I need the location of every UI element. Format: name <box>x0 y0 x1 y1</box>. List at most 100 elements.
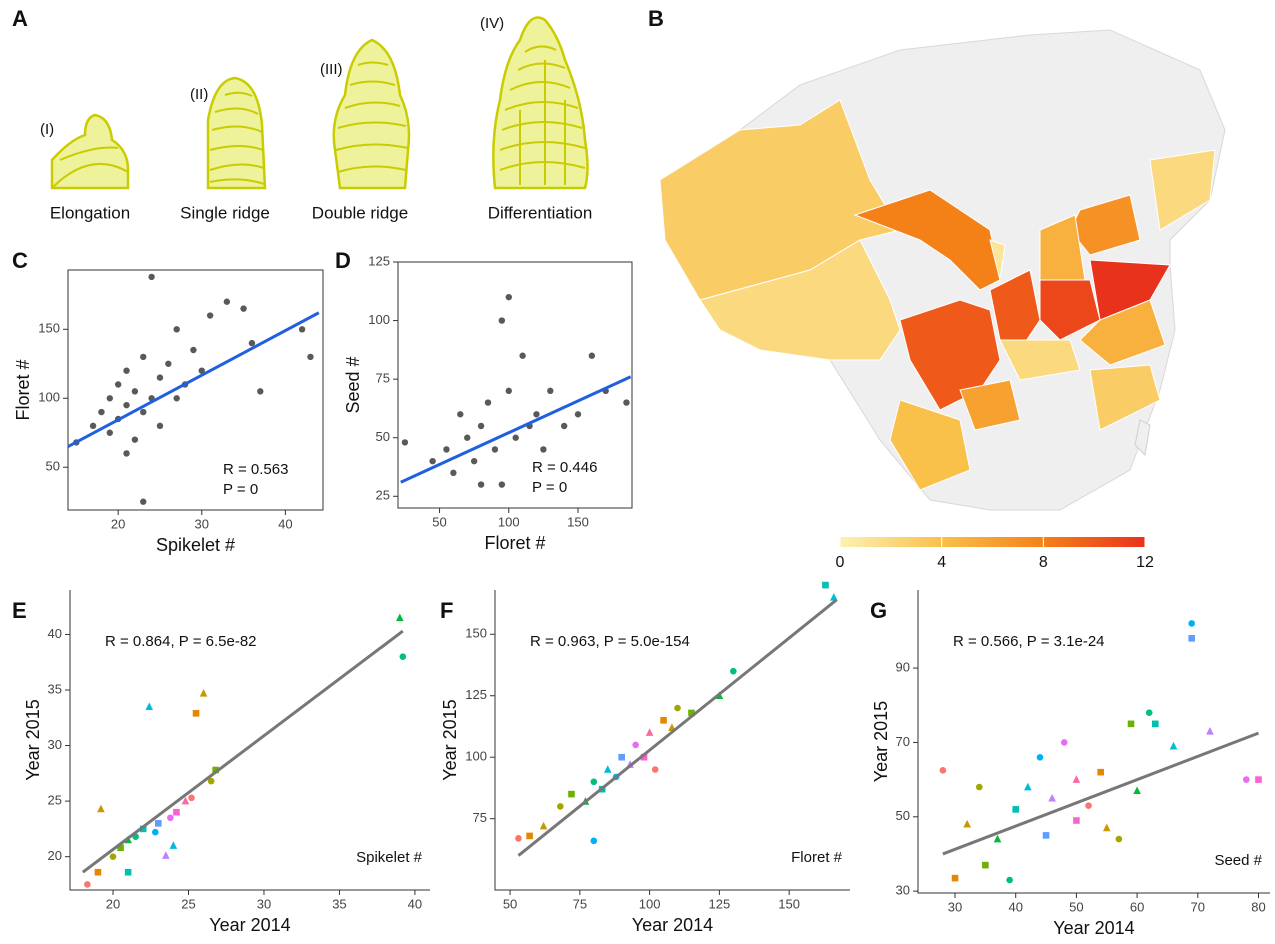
point <box>484 399 492 406</box>
map-region <box>959 379 1021 431</box>
y-tick-label: 75 <box>376 371 390 386</box>
point <box>173 326 180 333</box>
point <box>165 360 172 367</box>
map-region <box>989 269 1041 351</box>
point <box>396 613 404 622</box>
x-tick-label: 40 <box>1008 899 1022 914</box>
point <box>123 367 130 374</box>
point <box>519 352 526 359</box>
y-tick-label: 20 <box>48 848 62 863</box>
stage-numeral: (III) <box>320 61 343 78</box>
x-tick-label: 100 <box>498 514 520 529</box>
y-tick-label: 25 <box>48 793 62 808</box>
colorbar <box>840 537 1145 547</box>
point <box>248 339 256 347</box>
panel-label: E <box>12 598 27 623</box>
point <box>173 808 180 816</box>
x-tick-label: 35 <box>332 896 346 911</box>
point <box>84 881 91 888</box>
y-axis-label: Floret # <box>13 359 33 420</box>
x-tick-label: 125 <box>709 896 731 911</box>
y-axis-label: Year 2015 <box>871 701 891 782</box>
point <box>1255 776 1262 783</box>
point <box>140 498 147 505</box>
point <box>1060 739 1068 746</box>
scatter-chart: E 20 25 30 35 40 20 25 30 35 40 Year 2014 Year 2015 R… <box>12 590 430 935</box>
x-tick-label: 30 <box>195 516 209 531</box>
point <box>98 408 105 416</box>
x-tick-label: 30 <box>948 899 962 914</box>
point <box>1188 620 1196 627</box>
point <box>590 837 598 845</box>
point <box>1169 741 1178 750</box>
point <box>477 422 485 430</box>
panel-label: G <box>870 598 887 623</box>
x-tick-label: 20 <box>106 896 120 911</box>
point <box>1042 832 1050 839</box>
inset-label: Spikelet # <box>356 849 423 866</box>
point <box>199 689 208 697</box>
point <box>498 317 506 324</box>
point <box>223 298 231 305</box>
x-tick-label: 40 <box>408 896 422 911</box>
colorbar-tick-label: 4 <box>937 554 946 571</box>
colorbar-tick-label: 12 <box>1136 554 1154 571</box>
point <box>963 819 971 828</box>
stage-drawings <box>50 16 589 190</box>
point <box>131 388 139 395</box>
point <box>1048 793 1056 802</box>
point <box>1012 806 1020 813</box>
y-tick-label: 70 <box>896 734 910 749</box>
scatter-chart: G 30 40 50 60 70 80 30 50 70 90 Year 2014 Year 2015 R… <box>870 590 1270 938</box>
map-region <box>989 239 1006 281</box>
point <box>131 436 139 443</box>
point <box>830 593 838 601</box>
axis-line <box>494 590 850 891</box>
point <box>1127 720 1135 728</box>
x-tick-label: 150 <box>778 896 800 911</box>
panel-label: D <box>335 248 351 273</box>
point <box>470 457 478 465</box>
y-axis-label: Seed # <box>343 356 363 413</box>
stage-numeral: (I) <box>40 121 54 138</box>
point <box>505 293 512 301</box>
scatter-chart: C 20 30 40 50 100 150 Spikelet # Floret # R = 0.5… <box>12 248 324 555</box>
point <box>443 446 450 453</box>
point <box>539 821 548 830</box>
point <box>155 820 162 827</box>
point <box>106 429 114 436</box>
fit-line <box>67 311 320 448</box>
point <box>623 399 630 406</box>
point <box>1085 802 1092 809</box>
point <box>162 851 170 859</box>
point <box>123 401 130 409</box>
point <box>139 825 147 833</box>
stage-name: Differentiation <box>488 203 593 222</box>
fit-line <box>81 629 404 874</box>
point <box>240 305 247 312</box>
point <box>491 446 499 453</box>
map-region <box>699 239 901 361</box>
point <box>590 778 598 786</box>
point <box>212 766 219 774</box>
x-tick-label: 80 <box>1251 899 1265 914</box>
point <box>429 457 436 465</box>
annotation: P = 0 <box>532 479 567 496</box>
y-tick-label: 150 <box>38 321 60 336</box>
x-axis-label: Floret # <box>484 533 545 553</box>
stage-numeral: (IV) <box>480 15 504 32</box>
x-tick-label: 50 <box>503 896 517 911</box>
map-region <box>899 299 1001 411</box>
point <box>1024 782 1032 791</box>
map-region <box>1079 299 1166 366</box>
scatter-chart: F 50 75 100 125 150 75 100 125 150 Year 2014 Year 2… <box>440 581 850 935</box>
point <box>173 395 180 402</box>
point <box>512 434 519 441</box>
point <box>207 777 215 785</box>
x-axis-label: Year 2014 <box>632 915 713 935</box>
y-tick-label: 90 <box>896 660 910 675</box>
point <box>526 832 533 840</box>
point <box>1151 720 1159 728</box>
point <box>640 753 648 761</box>
